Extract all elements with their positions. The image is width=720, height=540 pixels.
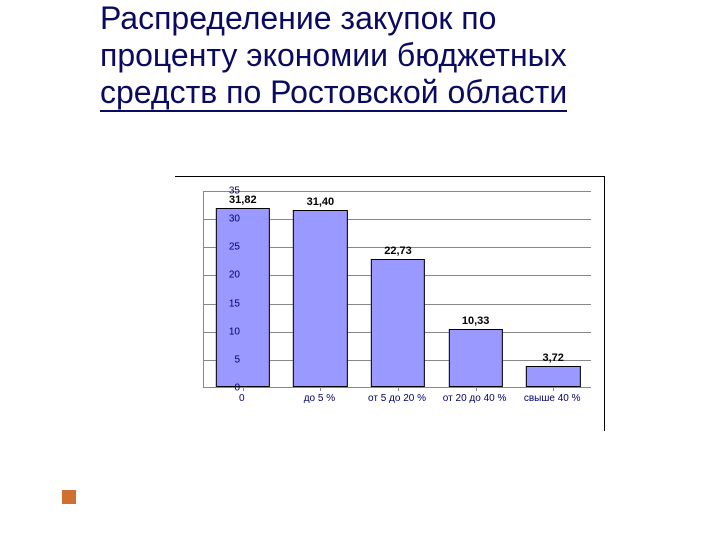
slide: Распределение закупок по проценту эконом… [0,0,720,540]
bar-value-label: 22,73 [348,245,448,257]
title-line-2: проценту экономии бюджетных [100,37,567,73]
x-tick-label: до 5 % [304,393,335,404]
x-tick-label: свыше 40 % [524,393,581,404]
bar-value-label: 3,72 [503,352,603,364]
x-tickmark [320,387,321,391]
bar [448,329,502,387]
x-tickmark [476,387,477,391]
y-tick-label: 25 [210,242,240,253]
bar [293,210,347,387]
x-tick-label: от 20 до 40 % [443,393,507,404]
x-tick-label: 0 [239,393,245,404]
title-line-3: средств по Ростовской области [100,74,567,112]
bar-slot: 10,33 [448,329,502,387]
title-line-1: Распределение закупок по [100,0,496,36]
x-tickmark [553,387,554,391]
y-tick-label: 20 [210,270,240,281]
x-tick-label: от 5 до 20 % [368,393,426,404]
chart-container: 31,8231,4022,7310,333,72 05101520253035 … [175,176,605,431]
y-tick-label: 35 [210,186,240,197]
bar-value-label: 10,33 [426,315,526,327]
x-tickmark [243,387,244,391]
bar-slot: 3,72 [526,366,580,387]
chart-bars: 31,8231,4022,7310,333,72 [204,191,591,387]
y-tick-label: 10 [210,326,240,337]
x-tickmark [398,387,399,391]
bar-value-label: 31,40 [270,196,370,208]
y-tick-label: 0 [210,383,240,394]
bar-slot: 31,40 [293,210,347,387]
slide-title: Распределение закупок по проценту эконом… [100,0,660,110]
accent-square-icon [62,490,76,504]
chart-plot-area: 31,8231,4022,7310,333,72 [203,191,591,388]
y-tick-label: 30 [210,214,240,225]
y-tick-label: 15 [210,298,240,309]
y-tick-label: 5 [210,354,240,365]
bar [371,259,425,387]
bar-slot: 22,73 [371,259,425,387]
bar [526,366,580,387]
